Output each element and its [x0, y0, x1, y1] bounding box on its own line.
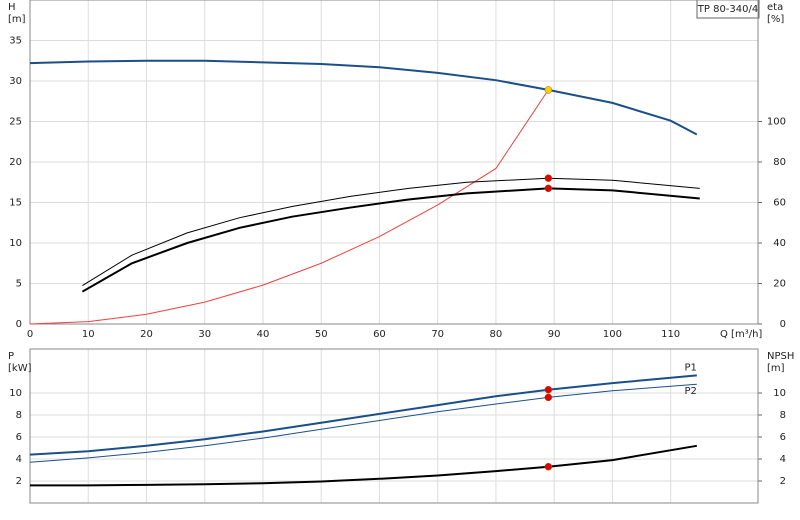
y2-tick-label: 80 — [773, 157, 786, 168]
duty-point — [544, 393, 553, 402]
y2-tick-label: 100 — [767, 117, 786, 128]
duty-point — [544, 184, 553, 193]
x-tick-label: 30 — [198, 329, 211, 340]
y-axis-label: P — [8, 351, 14, 362]
x-tick-label: 50 — [315, 329, 328, 340]
plot-frame — [29, 348, 759, 504]
y-axis-label: H — [8, 2, 16, 13]
x-tick-label: 10 — [82, 329, 95, 340]
y-tick-label: 8 — [16, 410, 22, 421]
y2-tick-label: 8 — [780, 410, 786, 421]
duty-point — [544, 385, 553, 394]
y-tick-label: 15 — [9, 198, 22, 209]
curve — [82, 177, 700, 286]
x-tick-label: 70 — [431, 329, 444, 340]
x-tick-label: 110 — [661, 329, 680, 340]
y2-tick-label: 2 — [780, 476, 786, 487]
curve — [30, 444, 698, 487]
curve — [29, 59, 698, 136]
y-tick-label: 10 — [9, 238, 22, 249]
duty-point — [544, 174, 553, 182]
model-label: TP 80-340/4 — [697, 4, 758, 15]
y-tick-label: 5 — [16, 279, 22, 290]
curve — [29, 374, 697, 456]
y-tick-label: 10 — [9, 388, 22, 399]
duty-point — [544, 462, 553, 471]
series-label: P2 — [684, 386, 696, 397]
y2-tick-label: 40 — [773, 238, 786, 249]
curve — [81, 187, 700, 293]
y-tick-label: 6 — [16, 432, 22, 443]
model-box — [696, 0, 760, 19]
x-tick-label: 80 — [490, 329, 503, 340]
y2-axis-unit: [m] — [767, 363, 785, 374]
series-label: P1 — [684, 362, 696, 373]
y2-tick-label: 60 — [773, 198, 786, 209]
y2-tick-label: 0 — [780, 319, 786, 330]
y-axis-unit: [m] — [8, 14, 26, 25]
y-tick-label: 2 — [16, 476, 22, 487]
y-axis-unit: [kW] — [8, 363, 32, 374]
curve — [29, 89, 549, 325]
x-tick-label: 100 — [603, 329, 622, 340]
x-axis-label: Q [m³/h] — [720, 329, 762, 340]
y2-tick-label: 6 — [780, 432, 786, 443]
y-tick-label: 20 — [9, 157, 22, 168]
y-tick-label: 0 — [16, 319, 22, 330]
y-tick-label: 30 — [9, 76, 22, 87]
x-tick-label: 20 — [140, 329, 153, 340]
y2-axis-unit: [%] — [767, 14, 784, 25]
duty-point — [544, 86, 553, 94]
y-tick-label: 25 — [9, 117, 22, 128]
x-tick-label: 90 — [548, 329, 561, 340]
y2-tick-label: 10 — [773, 388, 786, 399]
curve — [29, 383, 697, 463]
x-tick-label: 40 — [257, 329, 270, 340]
plot-frame — [29, 0, 759, 325]
x-tick-label: 60 — [373, 329, 386, 340]
y2-axis-label: eta — [767, 2, 783, 13]
y2-axis-label: NPSH — [767, 351, 794, 362]
y2-tick-label: 4 — [780, 454, 786, 465]
y-tick-label: 4 — [16, 454, 22, 465]
y2-tick-label: 20 — [773, 279, 786, 290]
y-tick-label: 35 — [9, 36, 22, 47]
x-tick-label: 0 — [27, 329, 33, 340]
